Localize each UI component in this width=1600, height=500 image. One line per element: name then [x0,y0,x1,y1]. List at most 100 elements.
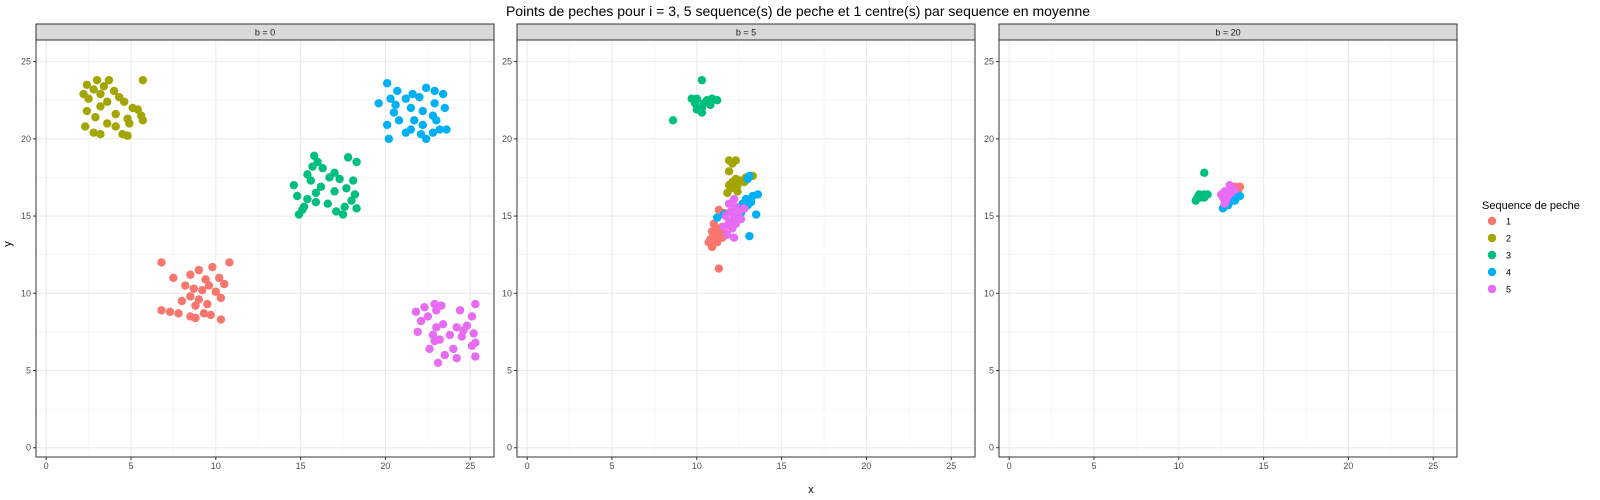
data-point [325,173,334,182]
data-point [410,116,419,125]
data-point [707,242,717,252]
legend: Sequence de peche 1 2 3 4 5 [1482,200,1580,297]
data-point [340,202,349,211]
data-point [382,120,392,130]
data-point [186,292,195,301]
x-tick-label: 15 [296,461,306,471]
data-point [123,131,132,140]
data-point [308,162,317,171]
data-point [389,108,399,117]
data-point [442,125,451,134]
x-tick-label: 20 [1343,461,1353,471]
data-point [294,210,304,219]
data-point [728,224,737,233]
y-tick-label: 15 [502,211,512,221]
data-point [1200,168,1209,178]
data-point [352,157,361,167]
x-tick-label: 20 [861,461,871,471]
y-tick-label: 10 [502,288,512,298]
y-tick-label: 0 [989,443,994,453]
x-tick-label: 10 [211,461,221,471]
data-point [338,210,348,219]
data-point [99,82,109,91]
panel-border [516,39,976,458]
data-point [452,353,461,363]
data-point [289,180,299,190]
data-point [430,99,439,108]
data-point [733,187,742,196]
data-point [103,119,112,128]
data-point [421,83,431,93]
data-point [335,174,344,184]
data-point [133,105,142,114]
data-point [401,128,410,137]
facet-panel: b = 5 0 5 10 15 20 25 0 5 10 15 20 25 [502,23,976,471]
x-tick-label: 10 [1174,461,1184,471]
data-point [311,197,321,207]
data-point [382,79,392,88]
facet-strip-label: b = 5 [736,28,756,38]
legend-swatch [1487,284,1497,294]
data-point [393,86,402,96]
data-point [91,113,100,122]
legend-label: 3 [1506,251,1511,261]
data-point [318,163,327,173]
data-point [1217,190,1226,199]
legend-swatch [1487,216,1497,226]
data-point [723,188,732,198]
data-point [445,330,455,340]
data-point [457,332,466,341]
data-point [452,323,461,332]
data-point [384,134,394,144]
legend-swatch [1487,233,1497,243]
data-point [408,89,417,99]
data-point [438,319,448,329]
y-tick-label: 0 [26,443,31,453]
y-tick-label: 20 [21,134,31,144]
data-point [194,295,204,304]
data-point [191,301,200,310]
facet-strip-label: b = 20 [1215,28,1240,38]
data-point [157,258,166,267]
data-point [189,284,198,293]
data-point [349,176,358,185]
data-point [84,94,93,103]
legend-label: 1 [1506,217,1511,227]
data-point [432,323,441,332]
data-point [421,134,431,144]
plot-background [999,40,1457,457]
legend-title: Sequence de peche [1482,200,1580,212]
y-tick-label: 25 [984,57,994,67]
data-point [80,122,90,131]
data-point [220,279,229,289]
y-tick-label: 25 [502,57,512,67]
data-point [82,106,92,116]
plot-background [517,40,975,457]
data-point [449,344,458,354]
y-tick-label: 15 [21,211,31,221]
data-point [423,312,433,321]
data-point [467,341,477,350]
panel-border [35,39,495,458]
plot-background [36,40,494,457]
facet-panel: b = 0 0 5 10 15 20 25 0 5 10 15 20 25 [21,23,495,471]
data-point [89,128,98,137]
data-point [418,120,427,130]
data-point [467,312,477,321]
data-point [1220,199,1229,208]
data-point [82,80,92,89]
data-point [89,85,98,94]
data-point [723,230,732,239]
data-point [169,273,178,283]
panel-border [998,39,1458,458]
data-point [430,336,439,346]
data-point [733,180,742,190]
data-point [92,75,102,85]
y-axis-title: y [2,241,14,247]
data-point [303,194,312,204]
data-point [104,75,114,85]
legend-swatch [1487,250,1497,260]
x-tick-label: 5 [609,461,614,471]
y-tick-label: 20 [984,134,994,144]
data-point [206,310,215,320]
